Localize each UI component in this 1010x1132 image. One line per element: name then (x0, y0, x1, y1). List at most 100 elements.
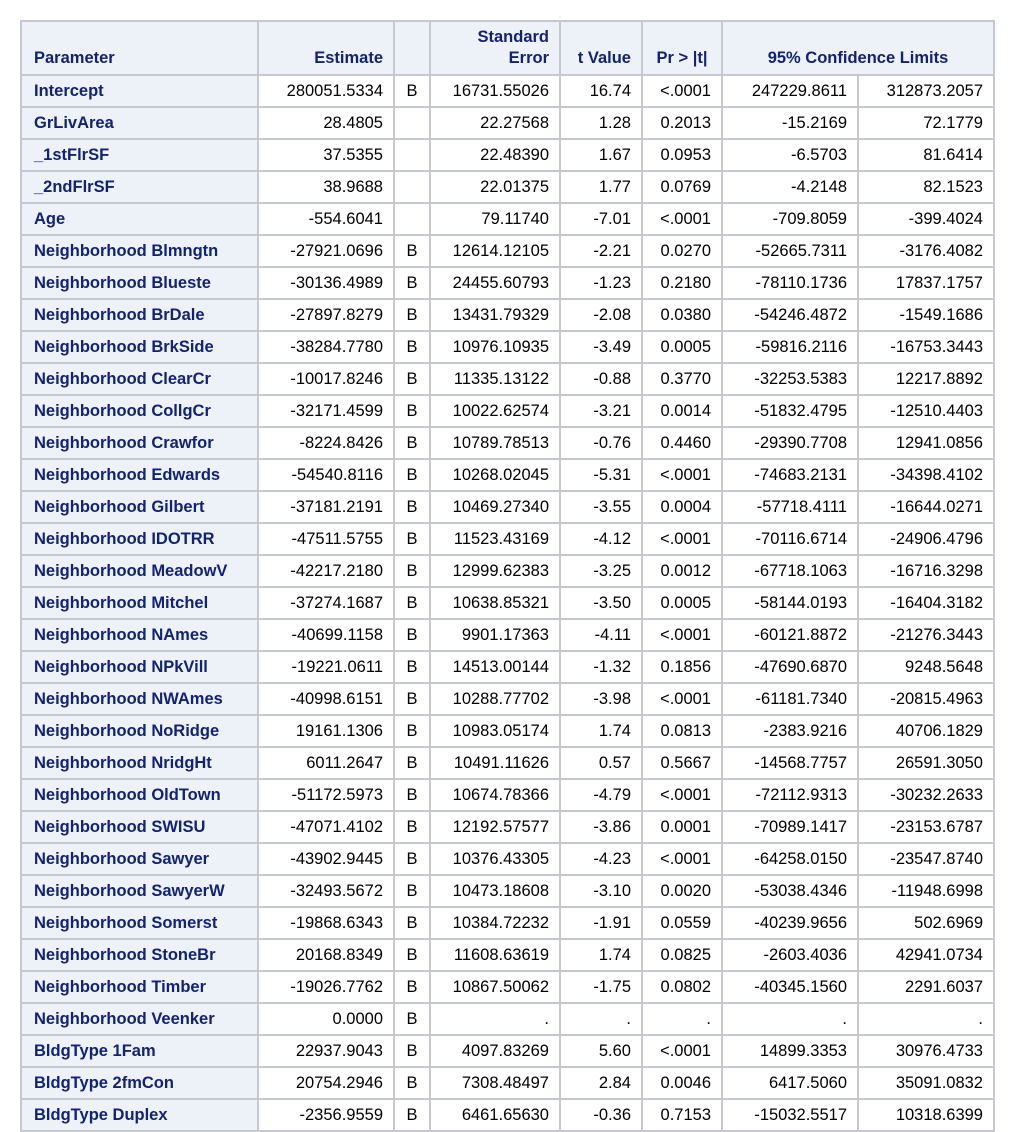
cell-estimate: 6011.2647 (257, 746, 395, 780)
cell-estimate: 37.5355 (257, 138, 395, 172)
cell-standard-error: 11523.43169 (429, 522, 561, 556)
cell-pr-t: 0.2180 (641, 266, 723, 300)
cell-t-value: -0.76 (559, 426, 643, 460)
cell-lower-limit: -51832.4795 (721, 394, 859, 428)
cell-t-value: -3.50 (559, 586, 643, 620)
cell-t-value: -2.08 (559, 298, 643, 332)
cell-standard-error: 12999.62383 (429, 554, 561, 588)
cell-flag: B (393, 1002, 431, 1036)
cell-flag (393, 202, 431, 236)
cell-standard-error: 10376.43305 (429, 842, 561, 876)
cell-upper-limit: 30976.4733 (857, 1034, 995, 1068)
cell-pr-t: 0.0005 (641, 330, 723, 364)
cell-flag: B (393, 746, 431, 780)
cell-t-value: -3.55 (559, 490, 643, 524)
table-body: Intercept 280051.5334 B 16731.55026 16.74 <.0… (20, 74, 995, 1132)
cell-upper-limit: 312873.2057 (857, 74, 995, 108)
cell-pr-t: 0.0802 (641, 970, 723, 1004)
cell-pr-t: 0.3770 (641, 362, 723, 396)
table-row: BldgType 2fmCon 20754.2946 B 7308.48497 2.84… (20, 1066, 995, 1100)
cell-lower-limit: -29390.7708 (721, 426, 859, 460)
cell-upper-limit: -11948.6998 (857, 874, 995, 908)
cell-t-value: -1.23 (559, 266, 643, 300)
header-estimate: Estimate (257, 20, 395, 76)
cell-upper-limit: -399.4024 (857, 202, 995, 236)
parameter-estimates-table: Parameter Estimate Standard Error t Value… (20, 20, 995, 1132)
cell-standard-error: 24455.60793 (429, 266, 561, 300)
cell-flag: B (393, 778, 431, 812)
cell-parameter: Neighborhood OldTown (20, 778, 259, 812)
cell-standard-error: 10674.78366 (429, 778, 561, 812)
cell-standard-error: 10469.27340 (429, 490, 561, 524)
table-row: Neighborhood Timber -19026.7762 B 10867.500… (20, 970, 995, 1004)
cell-t-value: 1.77 (559, 170, 643, 204)
cell-standard-error: 79.11740 (429, 202, 561, 236)
cell-parameter: GrLivArea (20, 106, 259, 140)
cell-parameter: Neighborhood NWAmes (20, 682, 259, 716)
cell-t-value: 1.74 (559, 714, 643, 748)
cell-pr-t: 0.0825 (641, 938, 723, 972)
cell-t-value: -1.32 (559, 650, 643, 684)
cell-estimate: 38.9688 (257, 170, 395, 204)
cell-t-value: 1.28 (559, 106, 643, 140)
cell-lower-limit: -59816.2116 (721, 330, 859, 364)
cell-parameter: Neighborhood Mitchel (20, 586, 259, 620)
cell-flag: B (393, 810, 431, 844)
cell-t-value: . (559, 1002, 643, 1036)
cell-lower-limit: 14899.3353 (721, 1034, 859, 1068)
cell-parameter: Neighborhood BrDale (20, 298, 259, 332)
cell-estimate: -47071.4102 (257, 810, 395, 844)
cell-upper-limit: 17837.1757 (857, 266, 995, 300)
cell-parameter: Neighborhood SawyerW (20, 874, 259, 908)
cell-upper-limit: -16404.3182 (857, 586, 995, 620)
table-row: Neighborhood NridgHt 6011.2647 B 10491.1162… (20, 746, 995, 780)
cell-estimate: -27897.8279 (257, 298, 395, 332)
cell-pr-t: 0.7153 (641, 1098, 723, 1132)
cell-standard-error: 10789.78513 (429, 426, 561, 460)
cell-estimate: 0.0000 (257, 1002, 395, 1036)
cell-t-value: -4.79 (559, 778, 643, 812)
cell-pr-t: <.0001 (641, 842, 723, 876)
table-row: Neighborhood NAmes -40699.1158 B 9901.17363… (20, 618, 995, 652)
cell-t-value: 1.67 (559, 138, 643, 172)
cell-upper-limit: -16644.0271 (857, 490, 995, 524)
cell-standard-error: 7308.48497 (429, 1066, 561, 1100)
cell-lower-limit: -14568.7757 (721, 746, 859, 780)
cell-standard-error: 10976.10935 (429, 330, 561, 364)
cell-flag: B (393, 490, 431, 524)
cell-t-value: -3.25 (559, 554, 643, 588)
cell-parameter: Neighborhood NPkVill (20, 650, 259, 684)
table-row: Neighborhood Veenker 0.0000 B..... (20, 1002, 995, 1036)
cell-parameter: Neighborhood Blmngtn (20, 234, 259, 268)
cell-flag: B (393, 906, 431, 940)
table-row: Neighborhood BrDale -27897.8279 B 13431.793… (20, 298, 995, 332)
cell-lower-limit: -2603.4036 (721, 938, 859, 972)
cell-parameter: Neighborhood Blueste (20, 266, 259, 300)
cell-estimate: -42217.2180 (257, 554, 395, 588)
cell-flag: B (393, 714, 431, 748)
cell-lower-limit: -52665.7311 (721, 234, 859, 268)
header-t-value: t Value (559, 20, 643, 76)
cell-estimate: 28.4805 (257, 106, 395, 140)
cell-pr-t: <.0001 (641, 458, 723, 492)
cell-pr-t: <.0001 (641, 1034, 723, 1068)
header-standard-error-line1: Standard (477, 28, 549, 46)
cell-lower-limit: -40239.9656 (721, 906, 859, 940)
table-row: Neighborhood IDOTRR -47511.5755 B 11523.431… (20, 522, 995, 556)
cell-upper-limit: -16716.3298 (857, 554, 995, 588)
cell-estimate: -2356.9559 (257, 1098, 395, 1132)
table-row: Neighborhood BrkSide -38284.7780 B 10976.10… (20, 330, 995, 364)
cell-flag: B (393, 970, 431, 1004)
cell-standard-error: 22.01375 (429, 170, 561, 204)
cell-flag (393, 138, 431, 172)
cell-upper-limit: -1549.1686 (857, 298, 995, 332)
cell-estimate: -37181.2191 (257, 490, 395, 524)
cell-estimate: 22937.9043 (257, 1034, 395, 1068)
cell-t-value: 5.60 (559, 1034, 643, 1068)
cell-pr-t: <.0001 (641, 202, 723, 236)
cell-parameter: Age (20, 202, 259, 236)
cell-parameter: _2ndFlrSF (20, 170, 259, 204)
cell-upper-limit: 81.6414 (857, 138, 995, 172)
cell-flag (393, 170, 431, 204)
cell-standard-error: 11335.13122 (429, 362, 561, 396)
